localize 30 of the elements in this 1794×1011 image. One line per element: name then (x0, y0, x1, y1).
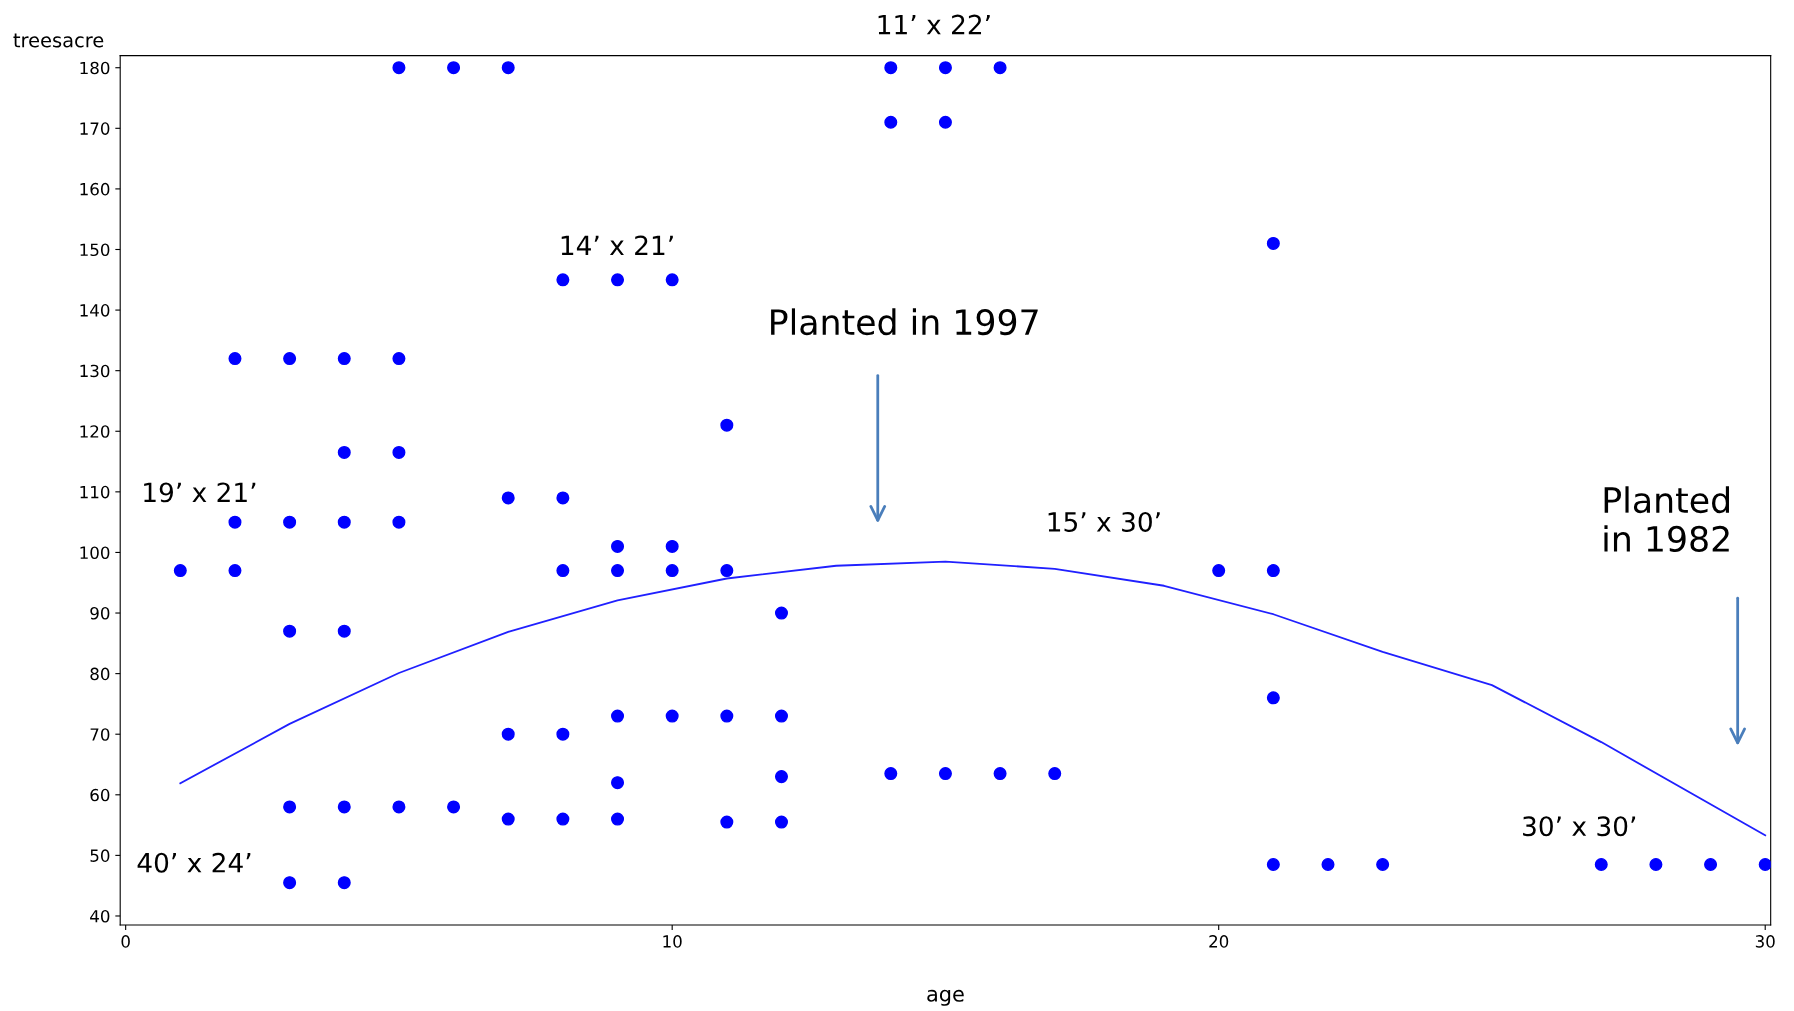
y-tick-label: 70 (90, 728, 110, 741)
annotation: 40’ x 24’ (137, 852, 251, 873)
annotation: 14’ x 21’ (561, 235, 673, 256)
y-tick-label: 140 (80, 304, 110, 317)
annotation: Planted in 1982 (1604, 486, 1729, 553)
y-tick-label: 40 (90, 909, 110, 923)
x-tick-label: 0 (121, 935, 130, 948)
y-tick-label: 60 (90, 788, 110, 802)
y-tick-label: 110 (80, 485, 110, 499)
x-axis-title: age (927, 989, 964, 1006)
y-tick-label: 100 (80, 546, 110, 560)
annotation: Planted in 1997 (771, 308, 1038, 336)
y-tick-label: 80 (90, 667, 110, 681)
annotation: 30’ x 30’ (1523, 816, 1636, 837)
x-tick-label: 30 (1755, 935, 1775, 948)
y-tick-label: 170 (80, 122, 110, 135)
line-series (179, 560, 1767, 837)
annotation: 15’ x 30’ (1048, 511, 1160, 532)
y-tick-label: 90 (90, 606, 110, 620)
y-tick-label: 120 (80, 425, 110, 438)
y-tick-label: 50 (90, 849, 110, 862)
annotation: 19’ x 21’ (144, 482, 256, 503)
x-tick-label: 10 (663, 935, 682, 948)
x-tick-label: 20 (1209, 935, 1229, 948)
text: 11’ x 22’ (878, 14, 990, 35)
y-tick-label: 180 (80, 61, 110, 75)
y-tick-label: 150 (80, 243, 110, 257)
y-tick-label: 160 (80, 182, 110, 196)
y-tick-label: 130 (80, 364, 110, 378)
y-axis-title: treesacre (13, 33, 104, 48)
